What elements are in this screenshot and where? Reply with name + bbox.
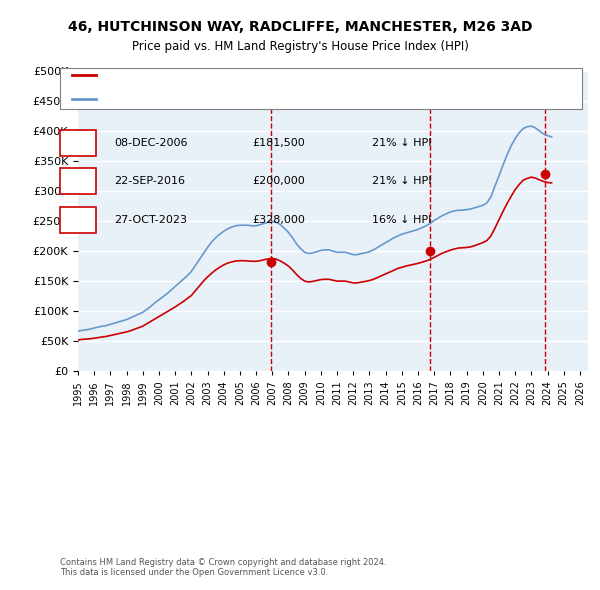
Text: 46, HUTCHINSON WAY, RADCLIFFE, MANCHESTER, M26 3AD (detached house): 46, HUTCHINSON WAY, RADCLIFFE, MANCHESTE… xyxy=(102,70,452,80)
Text: 3: 3 xyxy=(74,213,82,227)
Text: 16% ↓ HPI: 16% ↓ HPI xyxy=(372,215,431,225)
Text: 21% ↓ HPI: 21% ↓ HPI xyxy=(372,138,431,148)
Text: £328,000: £328,000 xyxy=(252,215,305,225)
Text: 46, HUTCHINSON WAY, RADCLIFFE, MANCHESTER, M26 3AD: 46, HUTCHINSON WAY, RADCLIFFE, MANCHESTE… xyxy=(68,19,532,34)
Text: 1: 1 xyxy=(74,136,82,150)
Text: 21% ↓ HPI: 21% ↓ HPI xyxy=(372,176,431,186)
Text: 2: 2 xyxy=(74,175,82,188)
Text: HPI: Average price, detached house, Bury: HPI: Average price, detached house, Bury xyxy=(102,94,290,103)
Text: 1: 1 xyxy=(268,73,275,82)
Text: Price paid vs. HM Land Registry's House Price Index (HPI): Price paid vs. HM Land Registry's House … xyxy=(131,40,469,53)
Text: 27-OCT-2023: 27-OCT-2023 xyxy=(114,215,187,225)
Text: Contains HM Land Registry data © Crown copyright and database right 2024.
This d: Contains HM Land Registry data © Crown c… xyxy=(60,558,386,577)
Text: 22-SEP-2016: 22-SEP-2016 xyxy=(114,176,185,186)
Text: £181,500: £181,500 xyxy=(252,138,305,148)
Text: 08-DEC-2006: 08-DEC-2006 xyxy=(114,138,187,148)
Text: 2: 2 xyxy=(426,73,433,82)
Text: £200,000: £200,000 xyxy=(252,176,305,186)
Text: 3: 3 xyxy=(541,73,548,82)
